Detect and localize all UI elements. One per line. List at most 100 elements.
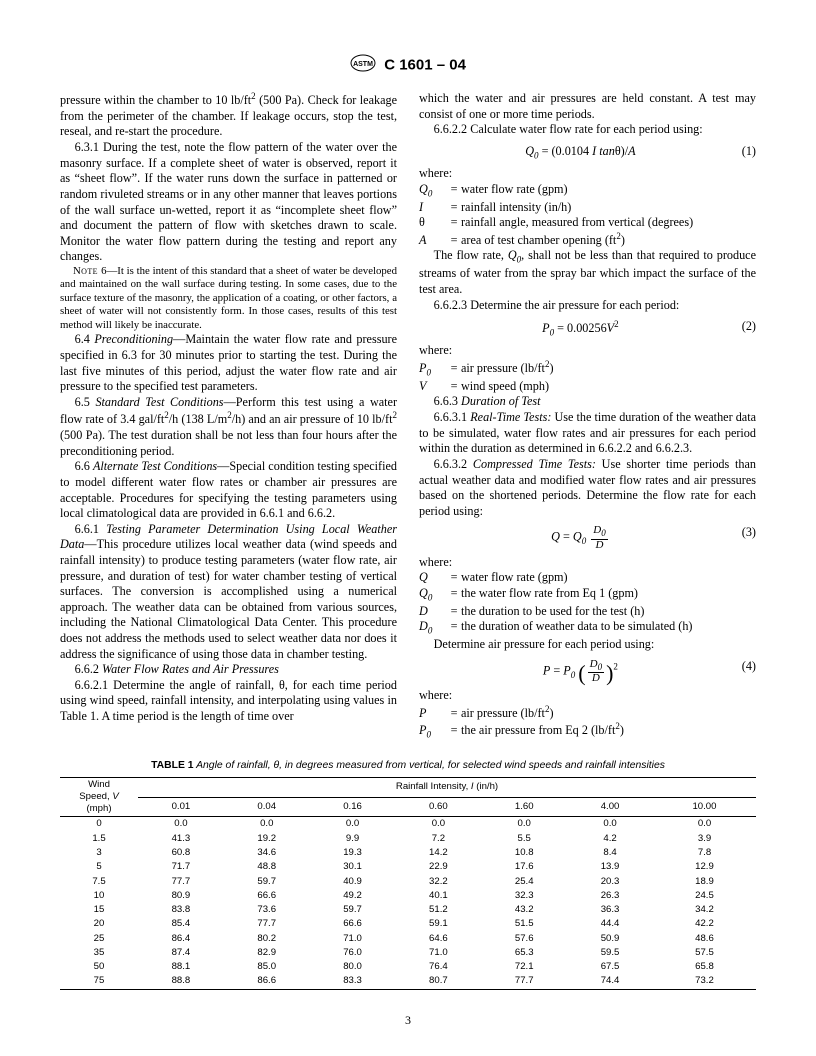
det-air: Determine air pressure for each period u… [419,637,756,653]
para-6-6-3: 6.6.3 Duration of Test [419,394,756,410]
table-col: 4.00 [567,797,653,817]
page-number: 3 [0,1013,816,1028]
table-cell: 80.2 [224,932,310,946]
table-cell: 30.1 [310,860,396,874]
para-col2-cont: which the water and air pressures are he… [419,91,756,122]
table-cell: 7.2 [395,832,481,846]
para-6-4: 6.4 Preconditioning—Maintain the water f… [60,332,397,394]
table-cell: 25 [60,932,138,946]
flowrate-note: The flow rate, Q0, shall not be less tha… [419,248,756,297]
table-col: 1.60 [481,797,567,817]
para-lead: pressure within the chamber to 10 lb/ft2… [60,91,397,140]
table-cell: 42.2 [653,917,756,931]
where-1: where: [419,166,756,182]
table-cell: 0.0 [481,817,567,832]
table-cell: 73.2 [653,974,756,989]
table-cell: 88.8 [138,974,224,989]
designation: C 1601 – 04 [384,57,466,74]
table-cell: 51.5 [481,917,567,931]
table-cell: 74.4 [567,974,653,989]
table-cell: 85.0 [224,960,310,974]
table-cell: 80.0 [310,960,396,974]
table-cell: 49.2 [310,889,396,903]
table-row: 1583.873.659.751.243.236.334.2 [60,903,756,917]
table-cell: 18.9 [653,875,756,889]
table-cell: 0.0 [224,817,310,832]
table-cell: 65.3 [481,946,567,960]
table-row: 7.577.759.740.932.225.420.318.9 [60,875,756,889]
table-cell: 77.7 [138,875,224,889]
para-6-5: 6.5 Standard Test Conditions—Perform thi… [60,395,397,460]
table-cell: 43.2 [481,903,567,917]
table-cell: 44.4 [567,917,653,931]
table-cell: 71.0 [310,932,396,946]
table-cell: 66.6 [224,889,310,903]
table-cell: 50.9 [567,932,653,946]
page: ASTM C 1601 – 04 pressure within the cha… [0,0,816,1030]
para-6-6-1: 6.6.1 Testing Parameter Determination Us… [60,522,397,662]
table-cell: 48.8 [224,860,310,874]
table-cell: 9.9 [310,832,396,846]
table-cell: 48.6 [653,932,756,946]
table-cell: 14.2 [395,846,481,860]
table-cell: 15 [60,903,138,917]
para-6-6-3-2: 6.6.3.2 Compressed Time Tests: Use short… [419,457,756,519]
note-6: Note 6—It is the intent of this standard… [60,265,397,332]
table-cell: 34.2 [653,903,756,917]
col-windspeed: Wind Speed, V (mph) [60,777,138,817]
table-cell: 7.5 [60,875,138,889]
table-col-headers: 0.010.040.160.601.604.0010.00 [60,797,756,817]
table-cell: 50 [60,960,138,974]
para-6-6-2-3: 6.6.2.3 Determine the air pressure for e… [419,298,756,314]
table-cell: 0.0 [567,817,653,832]
table-cell: 51.2 [395,903,481,917]
table-row: 571.748.830.122.917.613.912.9 [60,860,756,874]
where-1-lines: Q0=water flow rate (gpm) I=rainfall inte… [419,182,756,249]
table-row: 3587.482.976.071.065.359.557.5 [60,946,756,960]
para-6-6-2-2: 6.6.2.2 Calculate water flow rate for ea… [419,122,756,138]
table-cell: 59.5 [567,946,653,960]
table-cell: 85.4 [138,917,224,931]
table-cell: 0.0 [395,817,481,832]
table-1: Wind Speed, V (mph) Rainfall Intensity, … [60,777,756,990]
table-cell: 0 [60,817,138,832]
table-cell: 71.0 [395,946,481,960]
table-cell: 60.8 [138,846,224,860]
table-cell: 73.6 [224,903,310,917]
table-cell: 20.3 [567,875,653,889]
table-row: 00.00.00.00.00.00.00.0 [60,817,756,832]
para-6-6-2: 6.6.2 Water Flow Rates and Air Pressures [60,662,397,678]
table-body: 00.00.00.00.00.00.00.01.541.319.29.97.25… [60,817,756,989]
para-6-3-1: 6.3.1 During the test, note the flow pat… [60,140,397,265]
doc-header: ASTM C 1601 – 04 [60,54,756,77]
table-cell: 3 [60,846,138,860]
table-row: 5088.185.080.076.472.167.565.8 [60,960,756,974]
table-cell: 83.8 [138,903,224,917]
table-cell: 59.7 [310,903,396,917]
table-cell: 40.1 [395,889,481,903]
where-3-lines: Q=water flow rate (gpm) Q0=the water flo… [419,570,756,637]
table-cell: 41.3 [138,832,224,846]
para-6-6-3-1: 6.6.3.1 Real-Time Tests: Use the time du… [419,410,756,457]
where-3: where: [419,555,756,571]
table-cell: 22.9 [395,860,481,874]
table-cell: 12.9 [653,860,756,874]
table-cell: 59.7 [224,875,310,889]
table-cell: 13.9 [567,860,653,874]
table-cell: 88.1 [138,960,224,974]
table-col: 0.01 [138,797,224,817]
body-columns: pressure within the chamber to 10 lb/ft2… [60,91,756,741]
table-cell: 57.5 [653,946,756,960]
table-cell: 71.7 [138,860,224,874]
table-cell: 0.0 [310,817,396,832]
table-row: 2085.477.766.659.151.544.442.2 [60,917,756,931]
table-cell: 86.4 [138,932,224,946]
table-row: 1080.966.649.240.132.326.324.5 [60,889,756,903]
table-cell: 72.1 [481,960,567,974]
table-cell: 10 [60,889,138,903]
table-cell: 32.2 [395,875,481,889]
table-cell: 66.6 [310,917,396,931]
para-6-6: 6.6 Alternate Test Conditions—Special co… [60,459,397,521]
equation-4: P = P0 (D0D)2 (4) [419,659,756,684]
table-cell: 76.4 [395,960,481,974]
